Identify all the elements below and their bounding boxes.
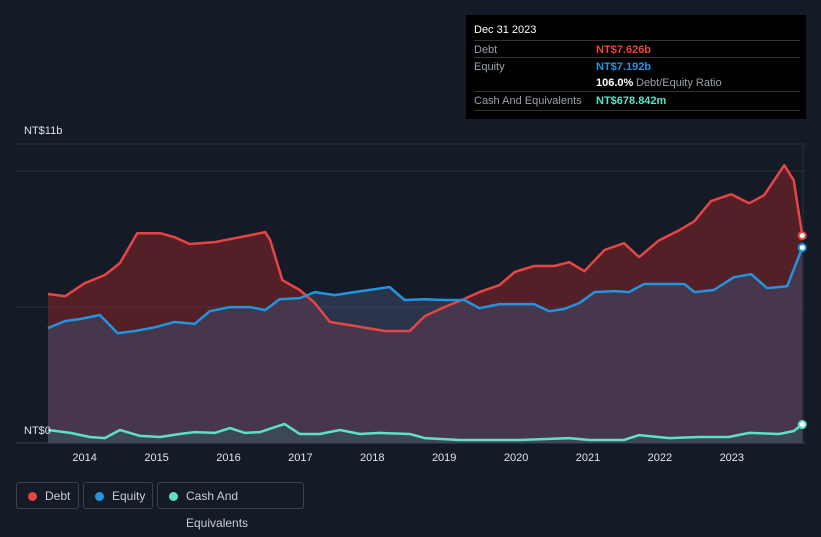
tooltip-cash-value: NT$678.842m [596,95,667,107]
tooltip-ratio-value: 106.0% [596,77,634,89]
tooltip-equity-value: NT$7.192b [596,61,652,73]
equity-end-point [797,243,807,253]
legend-equity-label: Equity [112,489,146,503]
debt-dot-icon [28,492,37,501]
debt-end-point [797,231,807,241]
tooltip-ratio-label: Debt/Equity Ratio [636,77,722,89]
legend-cash-label: Cash And Equivalents [186,489,249,530]
tooltip-equity-label: Equity [474,61,505,73]
tooltip-debt-label: Debt [474,44,498,56]
x-tick-label: 2015 [144,452,168,464]
equity-area [48,247,803,443]
tooltip-cash-label: Cash And Equivalents [474,95,582,107]
cash-area [48,424,803,443]
x-tick-label: 2022 [648,452,672,464]
x-tick-label: 2014 [72,452,96,464]
x-tick-label: 2017 [288,452,312,464]
tooltip-date: Dec 31 2023 [474,24,537,36]
x-tick-label: 2020 [504,452,528,464]
debt-equity-chart: 2014 2015 2016 2017 2018 2019 2020 2021 2022 2023 [16,143,807,464]
cash-dot-icon [169,492,178,501]
cash-line [47,422,804,442]
cash-end-point [797,420,807,430]
x-tick-label: 2023 [720,452,744,464]
y-axis-bottom-label: NT$0 [24,425,51,437]
x-tick-label: 2016 [216,452,240,464]
legend-cash[interactable]: Cash And Equivalents [157,482,304,530]
x-tick-label: 2018 [360,452,384,464]
y-axis-top-label: NT$11b [24,125,63,137]
equity-line [47,247,804,335]
tooltip: Dec 31 2023 Debt NT$7.626b Equity NT$7.192… [466,15,806,119]
legend-equity[interactable]: Equity [83,482,153,509]
legend-debt[interactable]: Debt [16,482,79,509]
tooltip-debt-value: NT$7.626b [596,44,652,56]
equity-dot-icon [95,492,104,501]
legend-debt-label: Debt [45,489,71,503]
debt-line [47,163,804,333]
x-tick-label: 2021 [576,452,600,464]
x-tick-label: 2019 [432,452,456,464]
